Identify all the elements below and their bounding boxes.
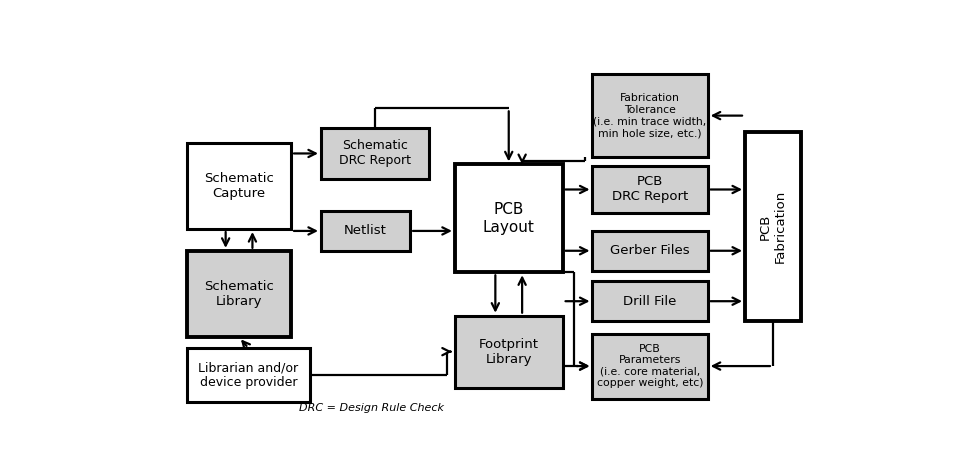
Text: Librarian and/or
device provider: Librarian and/or device provider — [199, 361, 299, 389]
Text: Gerber Files: Gerber Files — [611, 244, 690, 257]
FancyBboxPatch shape — [592, 231, 708, 271]
Text: PCB
DRC Report: PCB DRC Report — [612, 176, 688, 204]
FancyBboxPatch shape — [321, 211, 410, 251]
Text: Netlist: Netlist — [344, 225, 387, 237]
Text: PCB
Parameters
(i.e. core material,
copper weight, etc): PCB Parameters (i.e. core material, copp… — [597, 344, 704, 388]
FancyBboxPatch shape — [592, 334, 708, 399]
FancyBboxPatch shape — [745, 132, 801, 321]
Text: PCB
Layout: PCB Layout — [483, 202, 535, 234]
FancyBboxPatch shape — [321, 128, 429, 179]
Text: Schematic
Library: Schematic Library — [204, 280, 274, 308]
Text: Drill File: Drill File — [623, 295, 677, 307]
Text: PCB
Fabrication: PCB Fabrication — [758, 190, 787, 263]
FancyBboxPatch shape — [455, 315, 563, 388]
Text: Fabrication
Tolerance
(i.e. min trace width,
min hole size, etc.): Fabrication Tolerance (i.e. min trace wi… — [593, 93, 707, 138]
FancyBboxPatch shape — [592, 281, 708, 321]
Text: Schematic
Capture: Schematic Capture — [204, 172, 274, 200]
FancyBboxPatch shape — [187, 251, 291, 337]
FancyBboxPatch shape — [592, 74, 708, 157]
Text: DRC = Design Rule Check: DRC = Design Rule Check — [299, 403, 444, 413]
FancyBboxPatch shape — [592, 166, 708, 213]
Text: Schematic
DRC Report: Schematic DRC Report — [339, 139, 411, 168]
FancyBboxPatch shape — [187, 143, 291, 229]
FancyBboxPatch shape — [455, 164, 563, 272]
FancyBboxPatch shape — [187, 348, 310, 402]
Text: Footprint
Library: Footprint Library — [479, 337, 539, 366]
